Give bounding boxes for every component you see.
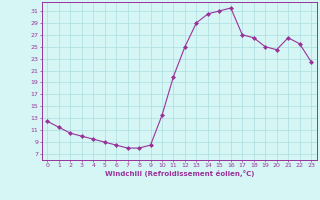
X-axis label: Windchill (Refroidissement éolien,°C): Windchill (Refroidissement éolien,°C) xyxy=(105,170,254,177)
